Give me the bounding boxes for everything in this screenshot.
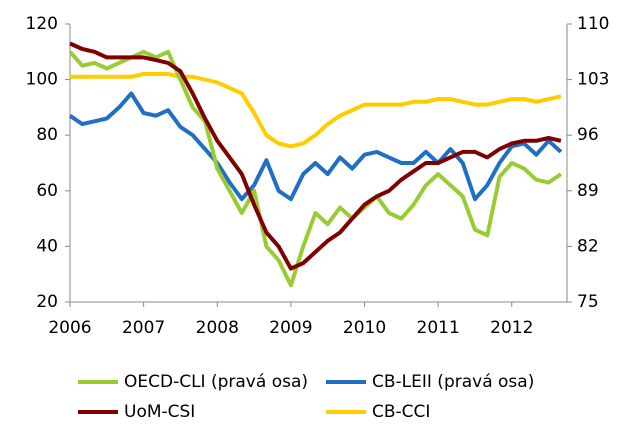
series-line [69, 41, 562, 271]
legend-label: CB-LEII (pravá osa) [372, 372, 534, 392]
x-tick-label: 2011 [417, 318, 460, 338]
y2-tick-label: 75 [577, 292, 599, 312]
y-tick-label: 100 [26, 70, 58, 90]
x-tick-label: 2006 [48, 318, 91, 338]
x-tick-label: 2008 [196, 318, 239, 338]
x-tick-label: 2007 [122, 318, 165, 338]
y2-tick-label: 110 [577, 14, 609, 34]
legend-label: UoM-CSI [124, 402, 195, 422]
series-line [68, 91, 563, 202]
y2-tick-label: 82 [577, 236, 599, 256]
y2-tick-label: 103 [577, 70, 609, 90]
y-tick-label: 120 [26, 14, 58, 34]
x-tick-label: 2009 [269, 318, 312, 338]
y-tick-label: 40 [36, 236, 58, 256]
y-tick-label: 60 [36, 181, 58, 201]
y2-tick-label: 96 [577, 125, 599, 145]
series-line [70, 72, 562, 149]
legend-label: OECD-CLI (pravá osa) [124, 372, 308, 392]
y2-tick-label: 89 [577, 181, 599, 201]
legend-label: CB-CCI [372, 402, 430, 422]
x-tick-label: 2012 [490, 318, 533, 338]
series-line [68, 49, 563, 288]
y-tick-label: 20 [36, 292, 58, 312]
y-tick-label: 80 [36, 125, 58, 145]
x-tick-label: 2010 [343, 318, 386, 338]
